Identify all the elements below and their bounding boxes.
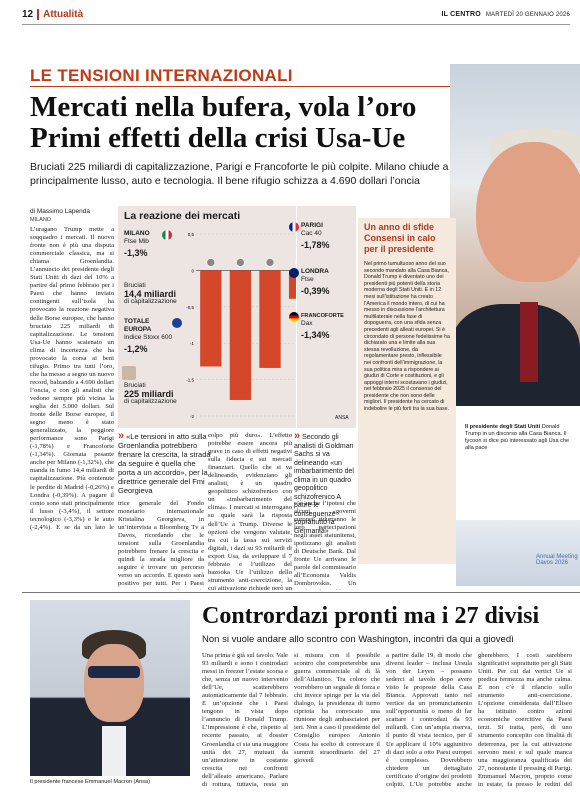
photo-face (84, 644, 144, 722)
article-column-3: colpo più duro». L’effetto potrebbe esse… (208, 432, 292, 590)
trump-photo (450, 64, 580, 406)
page-header: 12 Attualità IL CENTRO MARTEDÌ 20 GENNAI… (22, 6, 570, 22)
article2-column-3: a partire dalle 19, di modo che diversi … (386, 652, 472, 788)
europa-index: Indice Stoxx 600 (124, 334, 173, 341)
italy-flag-icon (162, 230, 172, 240)
parigi-value: -1,78% (301, 240, 330, 250)
photo-tie (520, 302, 538, 382)
europa-cap-suffix: di capitalizzazione (124, 398, 177, 405)
milano-cap-label: Bruciati (124, 282, 146, 289)
flag-marker-icon (265, 258, 275, 267)
pullquote-georgieva: » «Le tensioni in atto sulla Groenlandia … (118, 430, 214, 496)
londra-name: LONDRA (301, 268, 329, 275)
macron-caption: Il presidente francese Emmanuel Macron (… (30, 779, 151, 785)
page-number: 12 (22, 8, 34, 20)
pullquote-goldman: » Secondo gli analisti di Goldman Sachs s… (294, 430, 356, 536)
sidebar-title: Un anno di sfide Consensi in calo per il… (364, 222, 436, 254)
eu-flag-icon (172, 318, 182, 328)
milano-cap: Bruciati 14,4 miliardi di capitalizzazio… (124, 282, 177, 306)
parigi-index: Cac 40 (301, 230, 322, 237)
sunglasses-icon (88, 666, 140, 678)
londra-box: LONDRA Ftse -0,39% (289, 268, 330, 296)
publication-date: MARTEDÌ 20 GENNAIO 2026 (485, 11, 570, 18)
subheadline: Bruciati 225 miliardi di capitalizzazion… (30, 161, 549, 187)
quote-mark-icon: » (294, 430, 301, 442)
europa-cap: Bruciati 225 miliardi di capitalizzazion… (122, 366, 177, 406)
photo-caption-bold: Il presidente degli Stati Uniti (465, 424, 541, 430)
macron-photo (30, 600, 190, 776)
bar-parigi (229, 270, 252, 400)
londra-value: -0,39% (301, 286, 330, 296)
europa-cap-value: 225 miliardi (124, 389, 174, 399)
milano-value: -1,3% (124, 248, 148, 258)
subheadline-2: Non si vuole andare allo scontro con Was… (202, 634, 514, 645)
bar-francoforte (259, 270, 281, 368)
kicker-rule (30, 86, 480, 87)
europa-value: -1,2% (124, 344, 148, 354)
photo-face (476, 142, 580, 282)
milano-cap-value: 14,4 miliardi (124, 289, 177, 299)
y-tick-label: -2 (190, 414, 194, 419)
photo-caption: Il presidente degli Stati Uniti Donald T… (465, 424, 575, 452)
davos-photo-text: Annual Meeting Davos 2026 (536, 554, 578, 566)
photo-suit (450, 304, 580, 406)
headline-line-1: Mercati nella bufera, vola l’oro (30, 91, 417, 123)
parigi-name: PARIGI (301, 222, 323, 229)
header-rule (22, 24, 570, 25)
europa-box: TOTALE EUROPA Indice Stoxx 600 -1,2% (124, 318, 182, 354)
milano-box: MILANO Ftse Mib -1,3% (124, 230, 172, 258)
y-tick-label: -0,5 (186, 305, 194, 310)
article-column-1: L’uragano Trump mette a soqquadro i merc… (30, 226, 114, 532)
article-column-2: trice generale del Fondo monetario inter… (118, 500, 204, 590)
section-label: Attualità (37, 8, 83, 20)
byline: di Massimo Lapenda MILANO (30, 208, 90, 223)
flag-marker-icon (236, 258, 245, 267)
france-flag-icon (289, 222, 299, 232)
photo-shirt (102, 726, 126, 776)
y-tick-label: -1,5 (186, 378, 194, 383)
milano-index: Ftse Mib (124, 238, 149, 245)
chart-source: ANSA (335, 415, 349, 421)
article-divider (22, 592, 580, 593)
chart-right-panel: PARIGI Cac 40 -1,78% LONDRA Ftse -0,39% … (289, 206, 356, 428)
article2-column-2: si misura con il possibile scontro che c… (294, 652, 380, 764)
photo-caption-text: Donald Trump in un discorso alla Casa Bi… (465, 424, 570, 451)
kicker: LE TENSIONI INTERNAZIONALI (30, 66, 293, 85)
europa-cap-label: Bruciati (124, 382, 146, 389)
y-tick-label: -1 (190, 341, 194, 346)
headline-2: Contrordazi pronti ma i 27 divisi (202, 603, 540, 629)
y-tick-label: 0 (191, 268, 194, 273)
headline-line-2: Primi effetti della crisi Usa-Ue (30, 122, 406, 154)
europa-name: TOTALE EUROPA (124, 318, 152, 333)
sidebar-box: Un anno di sfide Consensi in calo per il… (358, 218, 456, 564)
quote-mark-icon: » (118, 430, 125, 442)
bank-icon (122, 366, 136, 380)
germany-flag-icon (289, 312, 299, 322)
milano-name: MILANO (124, 230, 150, 237)
parigi-box: PARIGI Cac 40 -1,78% (289, 222, 330, 250)
pullquote-1-text: «Le tensioni in atto sulla Groenlandia p… (118, 432, 211, 495)
article-column-4: c’è anche l’ipotesi che alcuni «governi … (294, 500, 356, 590)
sidebar-text: Nel primo tumultuoso anno del suo second… (364, 261, 450, 413)
uk-flag-icon (289, 268, 299, 278)
flag-marker-icon (206, 258, 216, 267)
francoforte-box: FRANCOFORTE Dax -1,34% (289, 312, 344, 340)
dateline: MILANO (30, 217, 52, 223)
pullquote-2-text: Secondo gli analisti di Goldman Sachs si… (294, 434, 354, 535)
francoforte-name: FRANCOFORTE (301, 313, 344, 319)
davos-photo: Annual Meeting Davos 2026 (456, 520, 580, 586)
publication-name: IL CENTRO (441, 10, 481, 18)
bar-milano (200, 270, 222, 367)
publication-info: IL CENTRO MARTEDÌ 20 GENNAIO 2026 (442, 11, 570, 18)
chart-title: La reazione dei mercati (124, 210, 241, 222)
y-tick-label: 0,5 (188, 232, 195, 237)
article2-column-4: gherebbero. I costi sarebbero significat… (478, 652, 572, 788)
londra-index: Ftse (301, 276, 314, 283)
francoforte-value: -1,34% (301, 330, 330, 340)
headline: Mercati nella bufera, vola l’oro Primi e… (30, 92, 510, 154)
article2-column-1: Una prima è già sul tavolo. Vale 93 mili… (202, 652, 288, 788)
francoforte-index: Dax (301, 320, 313, 327)
milano-cap-suffix: di capitalizzazione (124, 298, 177, 305)
author: di Massimo Lapenda (30, 208, 90, 215)
